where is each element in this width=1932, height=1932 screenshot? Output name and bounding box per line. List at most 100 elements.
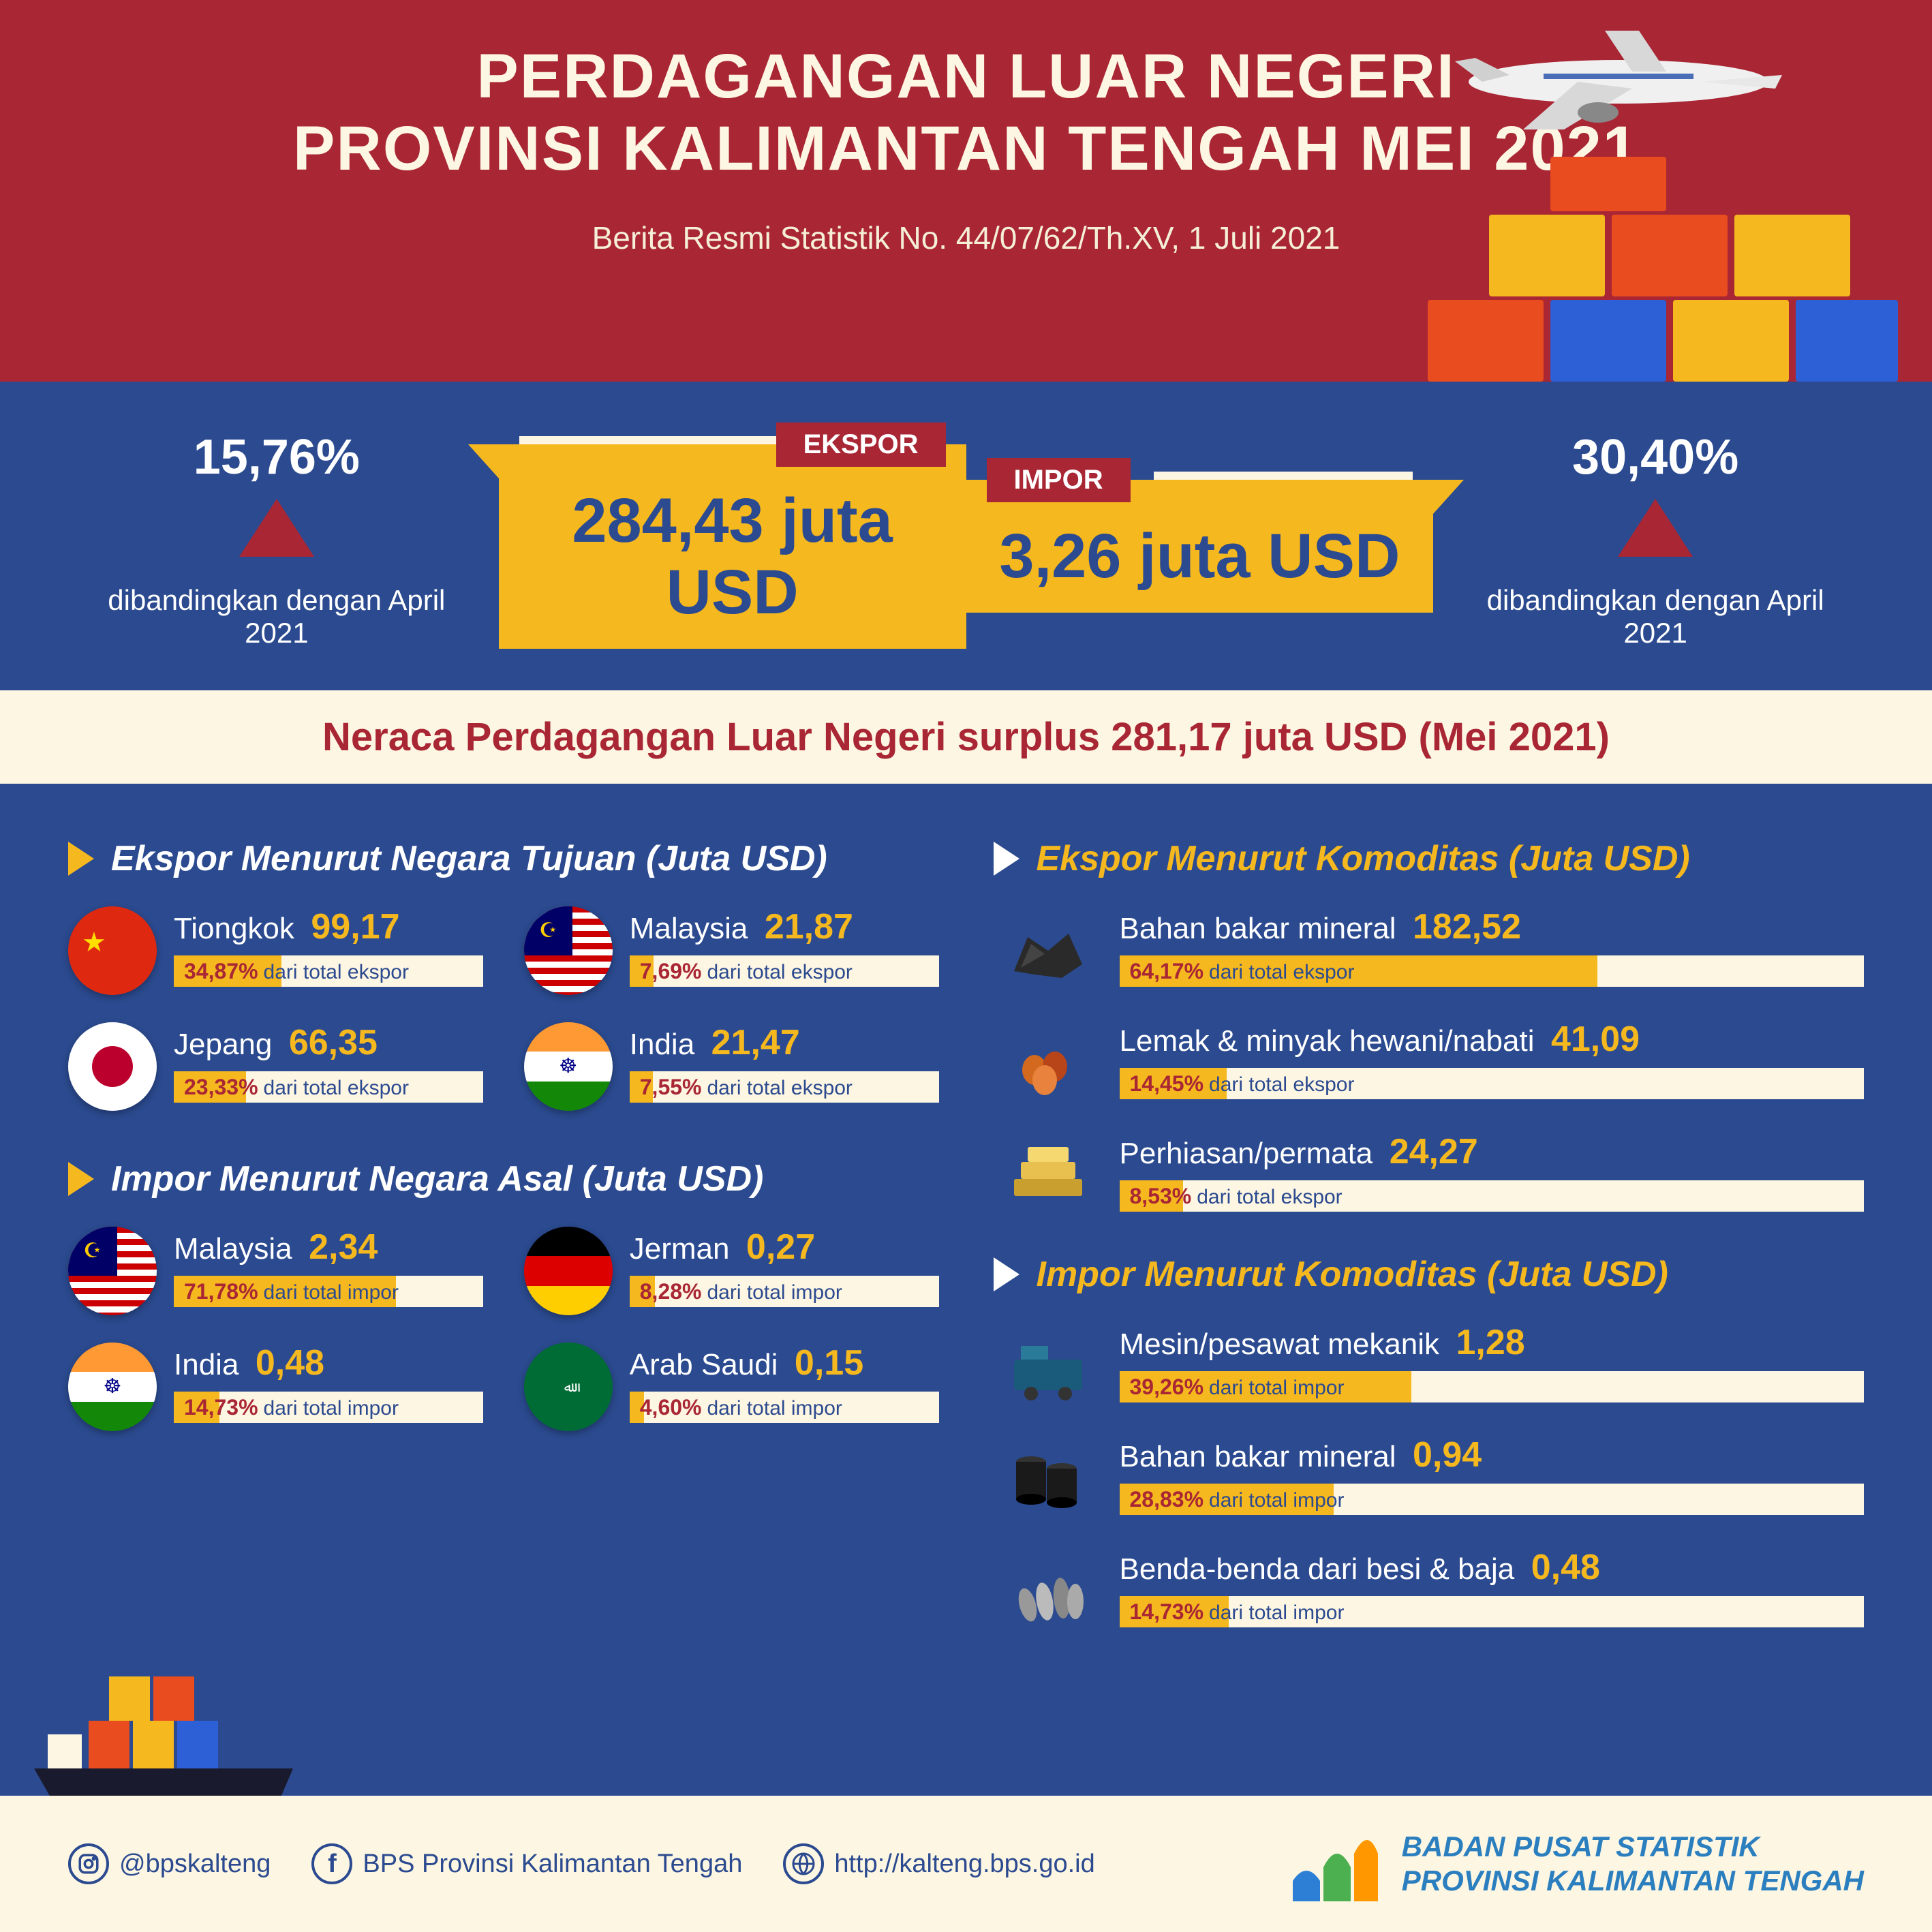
header: PERDAGANGAN LUAR NEGERI PROVINSI KALIMAN…	[0, 0, 1932, 382]
country-item: Jerman 0,27 8,28%dari total impor	[524, 1227, 939, 1315]
commodity-value: 0,94	[1413, 1435, 1482, 1475]
commodity-name: Bahan bakar mineral	[1120, 912, 1396, 945]
country-value: 0,48	[256, 1343, 324, 1383]
country-name: Jepang	[174, 1028, 272, 1061]
commodity-icon	[994, 1547, 1103, 1636]
commodity-icon	[994, 1019, 1103, 1107]
commodity-item: Bahan bakar mineral 0,94 28,83%dari tota…	[994, 1435, 1865, 1523]
country-item: ☸ India 0,48 14,73%dari total impor	[68, 1343, 483, 1431]
up-arrow-icon	[1618, 499, 1693, 557]
pct-bar: 7,69%dari total ekspor	[630, 955, 939, 987]
country-name: Malaysia	[630, 912, 748, 945]
commodity-item: Bahan bakar mineral 182,52 64,17%dari to…	[994, 906, 1865, 995]
flag-icon: ☸	[68, 1343, 157, 1431]
pct-bar: 7,55%dari total ekspor	[630, 1071, 939, 1103]
commodity-value: 0,48	[1531, 1548, 1600, 1587]
commodity-value: 24,27	[1390, 1132, 1478, 1171]
footer: @bpskalteng f BPS Provinsi Kalimantan Te…	[0, 1796, 1932, 1932]
right-column: Ekspor Menurut Komoditas (Juta USD) Baha…	[994, 818, 1865, 1659]
commodity-icon	[994, 1131, 1103, 1220]
instagram-link[interactable]: @bpskalteng	[68, 1843, 271, 1884]
pct-bar: 14,45%dari total ekspor	[1120, 1068, 1865, 1099]
flag-icon: ★	[68, 906, 157, 995]
commodity-item: Perhiasan/permata 24,27 8,53%dari total …	[994, 1131, 1865, 1220]
ekspor-value: 284,43 juta USD	[499, 444, 966, 649]
country-item: ﷲ Arab Saudi 0,15 4,60%dari total impor	[524, 1343, 939, 1431]
country-value: 21,47	[711, 1023, 800, 1062]
section-impor-komoditas: Impor Menurut Komoditas (Juta USD)	[994, 1254, 1865, 1295]
ekspor-compare: dibandingkan dengan April 2021	[82, 584, 472, 649]
commodity-item: Benda-benda dari besi & baja 0,48 14,73%…	[994, 1547, 1865, 1636]
impor-compare: dibandingkan dengan April 2021	[1460, 584, 1850, 649]
main-content: Ekspor Menurut Negara Tujuan (Juta USD) …	[0, 784, 1932, 1693]
section-ekspor-negara: Ekspor Menurut Negara Tujuan (Juta USD)	[68, 838, 939, 879]
play-icon	[994, 842, 1019, 876]
airplane-icon	[1441, 20, 1796, 129]
impor-label: IMPOR	[987, 458, 1131, 502]
impor-block: IMPOR 3,26 juta USD 30,40% dibandingkan …	[966, 429, 1851, 649]
flag-icon: ☸	[524, 1022, 613, 1111]
country-name: Tiongkok	[174, 912, 294, 945]
ekspor-block: 15,76% dibandingkan dengan April 2021 EK…	[82, 429, 966, 649]
section-impor-negara: Impor Menurut Negara Asal (Juta USD)	[68, 1159, 939, 1199]
commodity-item: Mesin/pesawat mekanik 1,28 39,26%dari to…	[994, 1322, 1865, 1411]
pct-bar: 71,78%dari total impor	[174, 1276, 483, 1307]
country-value: 0,27	[746, 1227, 815, 1267]
country-value: 99,17	[311, 907, 399, 947]
country-name: India	[630, 1028, 694, 1061]
commodity-name: Bahan bakar mineral	[1120, 1440, 1396, 1473]
left-column: Ekspor Menurut Negara Tujuan (Juta USD) …	[68, 818, 939, 1659]
flag-icon	[68, 1022, 157, 1111]
commodity-name: Lemak & minyak hewani/nabati	[1120, 1024, 1535, 1058]
pct-bar: 39,26%dari total impor	[1120, 1371, 1865, 1402]
facebook-icon: f	[311, 1843, 352, 1884]
commodity-value: 41,09	[1551, 1019, 1640, 1059]
country-item: Jepang 66,35 23,33%dari total ekspor	[68, 1022, 483, 1111]
up-arrow-icon	[239, 499, 314, 557]
commodity-value: 1,28	[1456, 1323, 1525, 1362]
impor-pct: 30,40%	[1460, 429, 1850, 485]
containers-illustration	[1428, 150, 1905, 382]
country-name: Malaysia	[174, 1232, 292, 1266]
flag-icon: ☪	[68, 1227, 157, 1315]
country-item: ☪ Malaysia 21,87 7,69%dari total ekspor	[524, 906, 939, 995]
pct-bar: 8,28%dari total impor	[630, 1276, 939, 1307]
play-icon	[994, 1257, 1019, 1291]
commodity-item: Lemak & minyak hewani/nabati 41,09 14,45…	[994, 1019, 1865, 1107]
commodity-name: Perhiasan/permata	[1120, 1137, 1373, 1170]
commodity-value: 182,52	[1413, 907, 1521, 947]
flag-icon: ☪	[524, 906, 613, 995]
play-icon	[68, 842, 94, 876]
country-value: 21,87	[765, 907, 853, 947]
section-ekspor-komoditas: Ekspor Menurut Komoditas (Juta USD)	[994, 838, 1865, 879]
pct-bar: 28,83%dari total impor	[1120, 1484, 1865, 1515]
flag-icon	[524, 1227, 613, 1315]
globe-icon	[783, 1843, 824, 1884]
bps-logo: BADAN PUSAT STATISTIK PROVINSI KALIMANTA…	[1286, 1820, 1864, 1908]
pct-bar: 64,17%dari total ekspor	[1120, 955, 1865, 987]
commodity-icon	[994, 1322, 1103, 1411]
instagram-icon	[68, 1843, 109, 1884]
country-item: ☪ Malaysia 2,34 71,78%dari total impor	[68, 1227, 483, 1315]
country-value: 2,34	[309, 1227, 378, 1267]
country-item: ☸ India 21,47 7,55%dari total ekspor	[524, 1022, 939, 1111]
commodity-name: Mesin/pesawat mekanik	[1120, 1328, 1440, 1361]
country-value: 0,15	[795, 1343, 863, 1383]
flag-icon: ﷲ	[524, 1343, 613, 1431]
country-name: Jerman	[630, 1232, 730, 1266]
ekspor-label: EKSPOR	[776, 423, 946, 467]
pct-bar: 23,33%dari total ekspor	[174, 1071, 483, 1103]
country-name: Arab Saudi	[630, 1348, 778, 1381]
website-link[interactable]: http://kalteng.bps.go.id	[783, 1843, 1094, 1884]
commodity-name: Benda-benda dari besi & baja	[1120, 1552, 1515, 1586]
pct-bar: 4,60%dari total impor	[630, 1392, 939, 1423]
commodity-icon	[994, 906, 1103, 995]
pct-bar: 34,87%dari total ekspor	[174, 955, 483, 987]
ekspor-pct: 15,76%	[82, 429, 472, 485]
country-value: 66,35	[289, 1023, 378, 1062]
facebook-link[interactable]: f BPS Provinsi Kalimantan Tengah	[311, 1843, 742, 1884]
commodity-icon	[994, 1435, 1103, 1523]
country-name: India	[174, 1348, 239, 1381]
pct-bar: 14,73%dari total impor	[1120, 1596, 1865, 1627]
summary-section: 15,76% dibandingkan dengan April 2021 EK…	[0, 382, 1932, 690]
